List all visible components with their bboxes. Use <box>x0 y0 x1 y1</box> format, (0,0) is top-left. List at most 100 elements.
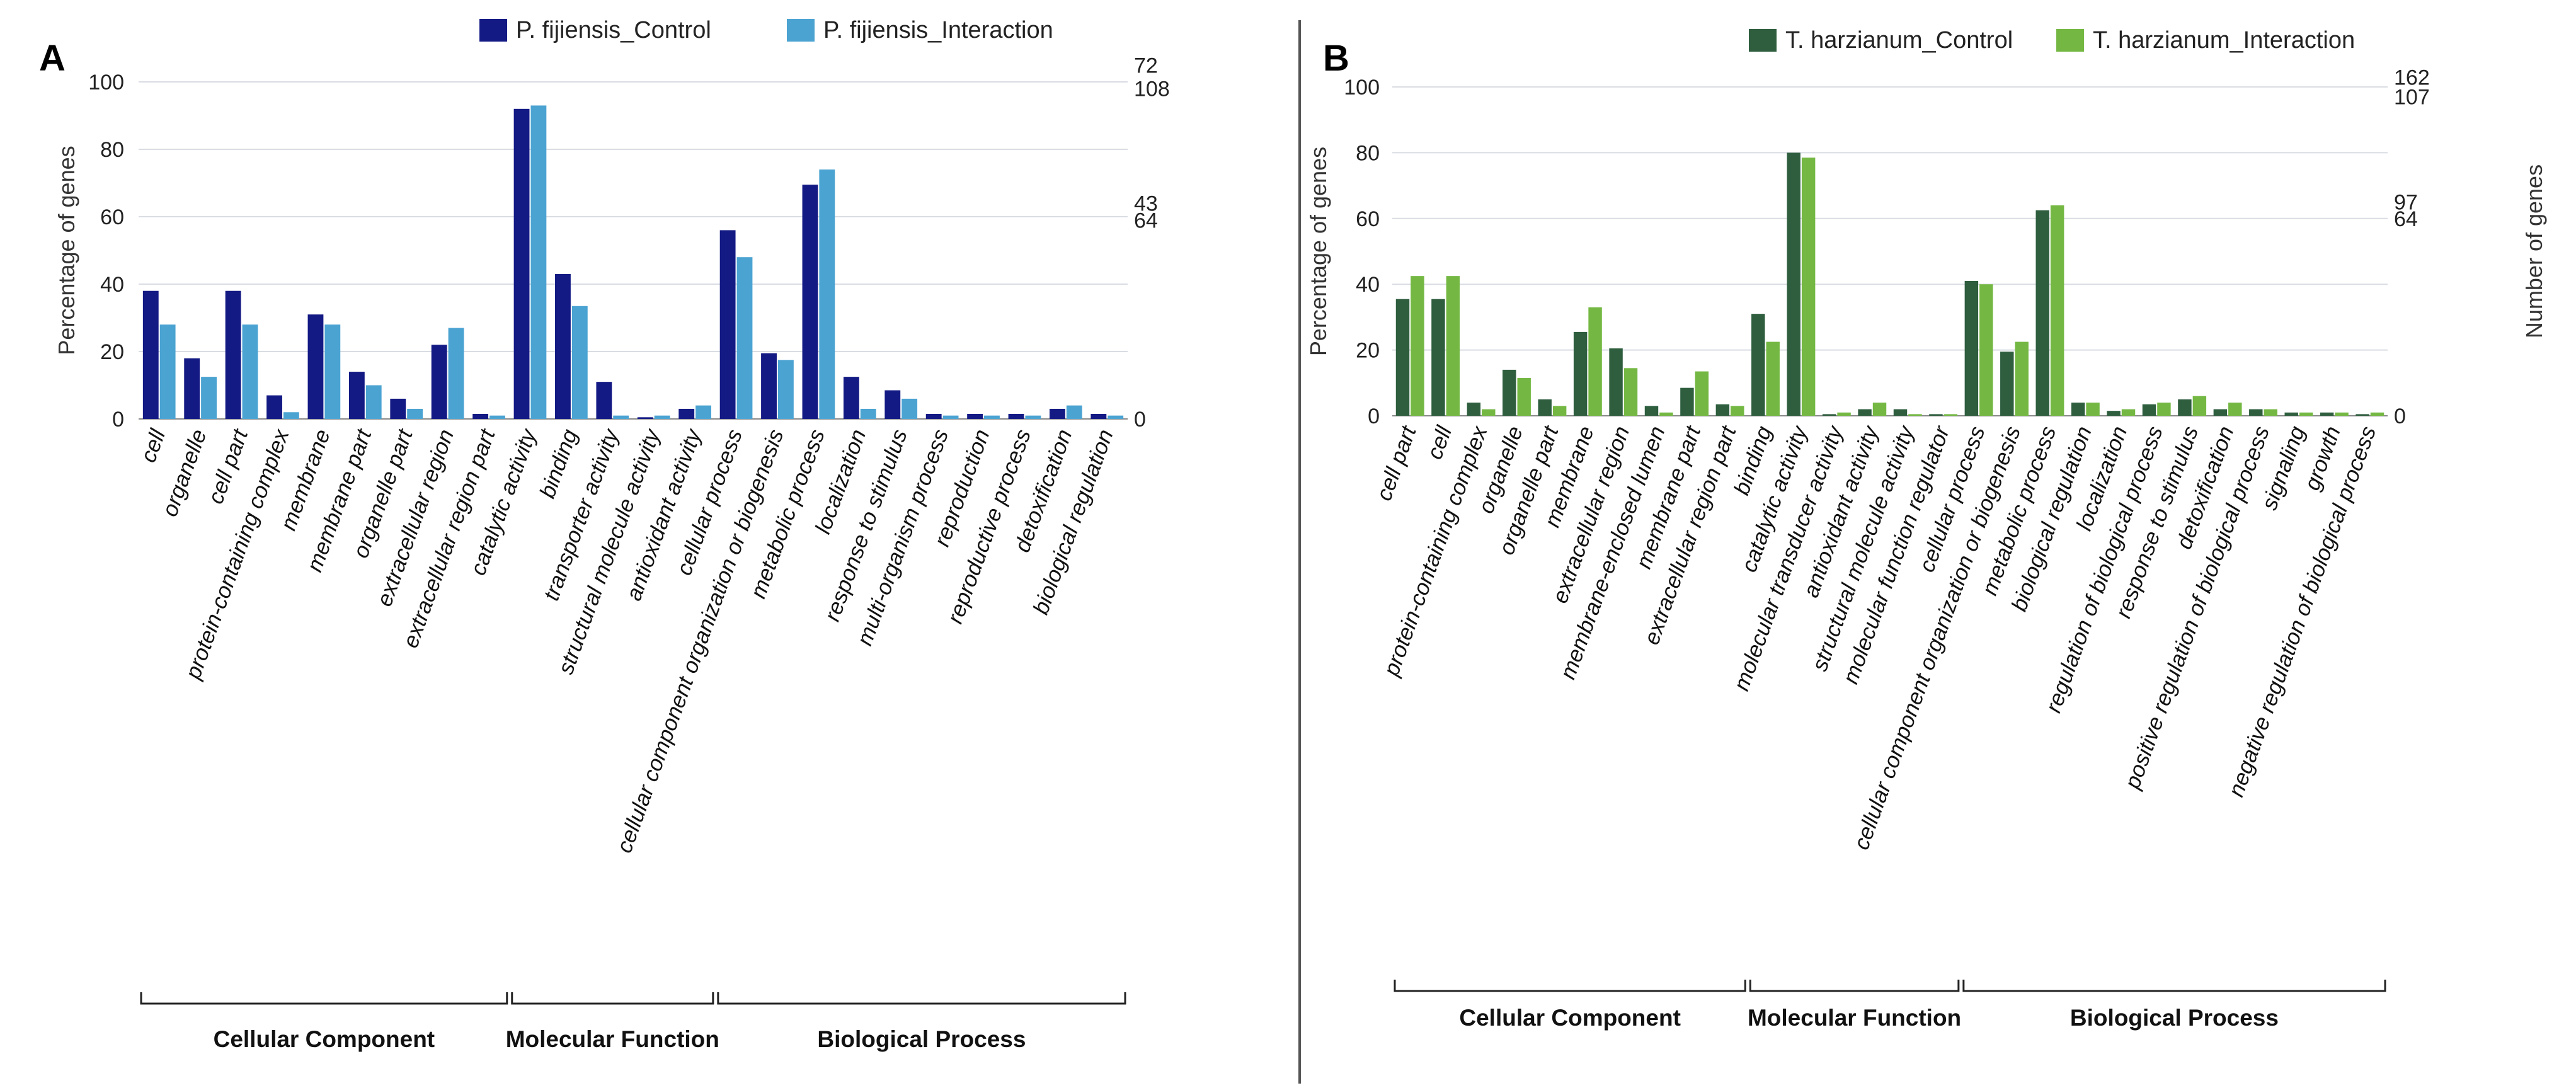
bar-control <box>1680 387 1694 416</box>
y-tick-label: 40 <box>1356 273 1380 297</box>
bar-interaction <box>736 257 753 419</box>
y2-tick-label: 43 <box>1134 192 1158 216</box>
bar-interaction <box>1482 409 1496 416</box>
legend-swatch <box>1749 29 1777 52</box>
bar-interaction <box>2157 403 2171 416</box>
bar-interaction <box>2192 396 2207 416</box>
group-label: Molecular Function <box>1748 1005 1961 1031</box>
bar-control <box>1644 406 1659 416</box>
bar-control <box>596 382 612 419</box>
bar-control <box>472 413 489 419</box>
bar-interaction <box>613 415 629 419</box>
bar-control <box>843 377 859 419</box>
y-tick-label: 80 <box>1356 141 1380 165</box>
group-label: Molecular Function <box>506 1026 719 1052</box>
legend-swatch <box>2056 29 2084 52</box>
group-label: Biological Process <box>817 1026 1026 1052</box>
bar-interaction <box>1872 403 1887 416</box>
bar-interaction <box>1108 415 1124 419</box>
bar-control <box>1431 299 1445 416</box>
bar-interaction <box>819 169 835 419</box>
y2-tick-label: 64 <box>2394 207 2418 231</box>
bar-control <box>184 358 200 419</box>
bar-interaction <box>2264 409 2277 416</box>
y2-tick-label: 64 <box>1134 209 1158 232</box>
bar-interaction <box>1623 368 1638 416</box>
bar-interaction <box>1659 412 1673 416</box>
bar-interaction <box>489 415 505 419</box>
bar-interaction <box>654 415 670 419</box>
bar-control <box>1091 413 1107 419</box>
bar-control <box>348 372 365 419</box>
group-label: Biological Process <box>2070 1005 2279 1031</box>
y2-tick-label: 108 <box>1134 77 1170 101</box>
bar-control <box>1929 414 1943 416</box>
legend-swatch <box>787 19 815 42</box>
bar-interaction <box>2335 412 2349 416</box>
bar-interaction <box>1837 412 1851 416</box>
bar-control <box>2213 409 2228 416</box>
bar-control <box>1822 414 1836 416</box>
bar-interaction <box>2050 205 2064 416</box>
bar-interaction <box>2228 403 2242 416</box>
y-axis-title: Percentage of genes <box>54 146 79 355</box>
bar-interaction <box>571 306 588 419</box>
group-bracket <box>1962 980 2386 992</box>
bar-control <box>967 413 983 419</box>
bar-control <box>1893 409 1908 416</box>
y-tick-label: 40 <box>100 273 124 297</box>
y2-tick-label: 97 <box>2394 191 2418 215</box>
bar-interaction <box>902 398 918 419</box>
bar-interaction <box>2015 341 2029 416</box>
group-bracket <box>717 992 1126 1005</box>
bar-control <box>1751 314 1765 416</box>
bar-control <box>1538 399 1552 416</box>
bar-interaction <box>2086 403 2100 416</box>
panel-label: B <box>1323 38 1349 79</box>
group-bracket <box>1394 980 1746 992</box>
bar-control <box>1467 403 1481 416</box>
bar-interaction <box>407 408 423 419</box>
bar-interaction <box>1766 341 1780 416</box>
bar-interaction <box>1517 377 1531 416</box>
bar-interaction <box>1979 284 1993 416</box>
bar-control <box>2071 403 2085 416</box>
bar-control <box>802 185 818 419</box>
bar-interaction <box>1943 414 1958 416</box>
bar-control <box>2249 409 2263 416</box>
bar-interaction <box>1025 415 1041 419</box>
y-tick-label: 60 <box>100 205 124 229</box>
bar-control <box>2178 399 2192 416</box>
bar-interaction <box>860 408 876 419</box>
bar-control <box>1964 280 1979 416</box>
bar-interaction <box>777 360 794 419</box>
bar-control <box>1503 369 1516 416</box>
y2-tick-label: 72 <box>1134 54 1158 77</box>
bar-control <box>1609 348 1623 416</box>
bar-control <box>225 290 241 419</box>
legend-label: P. fijiensis_Interaction <box>823 17 1053 43</box>
bar-control <box>1008 413 1024 419</box>
bar-interaction <box>1695 371 1709 416</box>
bar-control <box>678 408 695 419</box>
bar-control <box>2107 411 2121 416</box>
bar-control <box>1395 299 1410 416</box>
bar-interaction <box>1908 414 1922 416</box>
bar-control <box>1573 331 1588 416</box>
y-tick-label: 100 <box>88 71 124 94</box>
legend-label: T. harzianum_Control <box>1785 27 2013 54</box>
bar-interaction <box>1588 307 1602 416</box>
y-tick-label: 60 <box>1356 207 1380 231</box>
bar-interaction <box>159 324 176 419</box>
y2-tick-label: 162 <box>2394 66 2430 89</box>
y-tick-label: 100 <box>1344 76 1380 100</box>
bar-control <box>1858 409 1872 416</box>
bar-control <box>431 345 447 419</box>
bar-interaction <box>1446 276 1460 416</box>
group-bracket <box>140 992 508 1005</box>
bar-interaction <box>201 377 217 419</box>
group-label: Cellular Component <box>214 1026 435 1052</box>
bar-control <box>2320 412 2334 416</box>
